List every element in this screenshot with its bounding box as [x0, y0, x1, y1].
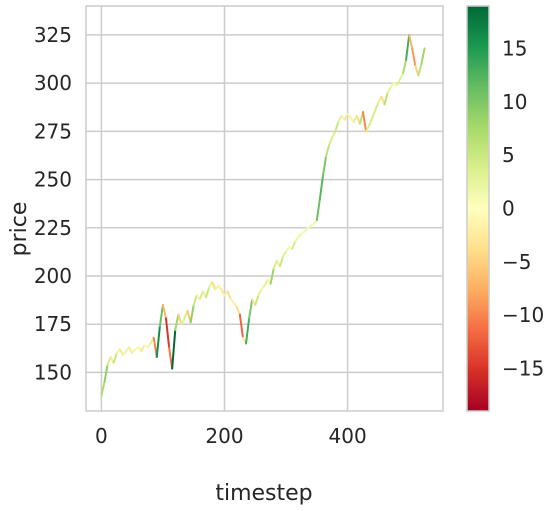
price-series	[100, 33, 426, 397]
price-segment	[263, 278, 269, 287]
colorbar-tick-label: −10	[502, 303, 544, 327]
price-segment	[401, 59, 408, 75]
price-segment	[226, 290, 232, 301]
price-segment	[198, 290, 204, 301]
price-segment	[100, 381, 106, 397]
price-segment	[220, 288, 226, 297]
price-segment	[174, 313, 180, 331]
price-segment	[140, 344, 146, 353]
price-segment	[291, 240, 297, 250]
colorbar-tick-label: −15	[502, 356, 544, 380]
price-segment	[269, 267, 275, 285]
y-axis-title: price	[7, 202, 32, 257]
price-segment	[177, 313, 183, 326]
y-tick-label: 250	[34, 168, 72, 192]
price-segment	[211, 280, 217, 291]
price-segment	[337, 114, 343, 123]
price-segment	[272, 259, 278, 270]
colorbar-ticks: −15 −10 −5 0 5 10 15	[502, 37, 544, 381]
price-segment	[238, 313, 244, 339]
colorbar-tick-label: 10	[502, 90, 527, 114]
plot-area-frame	[85, 5, 444, 412]
price-segment	[180, 317, 186, 326]
y-tick-label: 200	[34, 264, 72, 288]
price-segment	[245, 317, 251, 345]
colorbar-tick-label: 0	[502, 197, 515, 221]
y-tick-label: 175	[34, 312, 72, 336]
price-segment	[118, 348, 124, 357]
price-segment	[334, 120, 340, 133]
colorbar-tick-label: 15	[502, 37, 527, 61]
price-segment	[408, 33, 414, 50]
price-segment	[112, 352, 118, 364]
price-segment	[325, 143, 331, 158]
price-segment	[171, 329, 177, 370]
price-segment	[361, 111, 368, 133]
price-segment	[331, 130, 337, 139]
colorbar	[466, 5, 490, 412]
price-segment	[374, 101, 380, 112]
x-axis-title: timestep	[215, 481, 312, 506]
price-segment	[395, 78, 401, 87]
price-segment	[420, 47, 426, 65]
grid-lines	[86, 6, 443, 411]
price-segment	[106, 356, 112, 366]
price-segment	[411, 47, 417, 67]
price-segment	[257, 288, 263, 297]
price-segment	[383, 91, 389, 106]
price-segment	[405, 33, 411, 61]
colorbar-tick-label: 5	[502, 143, 515, 167]
price-segment	[155, 325, 161, 358]
x-tick-label: 200	[205, 424, 243, 448]
price-segment	[254, 294, 260, 306]
price-segment	[103, 363, 109, 384]
y-tick-label: 300	[34, 71, 72, 95]
price-segment	[321, 155, 328, 177]
price-segment	[205, 286, 211, 299]
price-segment	[248, 298, 254, 320]
price-segment	[165, 317, 171, 349]
y-tick-label: 325	[34, 23, 72, 47]
y-tick-label: 150	[34, 360, 72, 384]
price-segment	[365, 124, 371, 133]
price-segment	[368, 116, 374, 127]
colorbar-tick-label: −5	[502, 250, 531, 274]
price-segment	[278, 255, 284, 268]
x-axis-ticks: 0 200 400	[95, 424, 367, 448]
price-segment	[417, 62, 423, 77]
price-segment	[343, 113, 349, 121]
y-tick-label: 225	[34, 216, 72, 240]
price-segment	[318, 174, 324, 200]
price-segment	[158, 303, 164, 328]
price-segment	[386, 86, 392, 94]
price-segment	[128, 346, 134, 355]
y-tick-label: 275	[34, 119, 72, 143]
x-tick-label: 0	[95, 424, 108, 448]
x-tick-label: 400	[329, 424, 367, 448]
price-segment	[398, 72, 404, 81]
price-segment	[235, 305, 241, 316]
price-segment	[315, 197, 321, 222]
price-segment	[281, 249, 288, 258]
price-segment	[192, 294, 198, 306]
y-axis-ticks: 150 175 200 225 250 275 300 325	[34, 23, 72, 384]
price-segment	[371, 109, 377, 119]
price-segment	[189, 303, 195, 324]
price-segment	[328, 136, 334, 146]
price-segment	[161, 303, 168, 320]
